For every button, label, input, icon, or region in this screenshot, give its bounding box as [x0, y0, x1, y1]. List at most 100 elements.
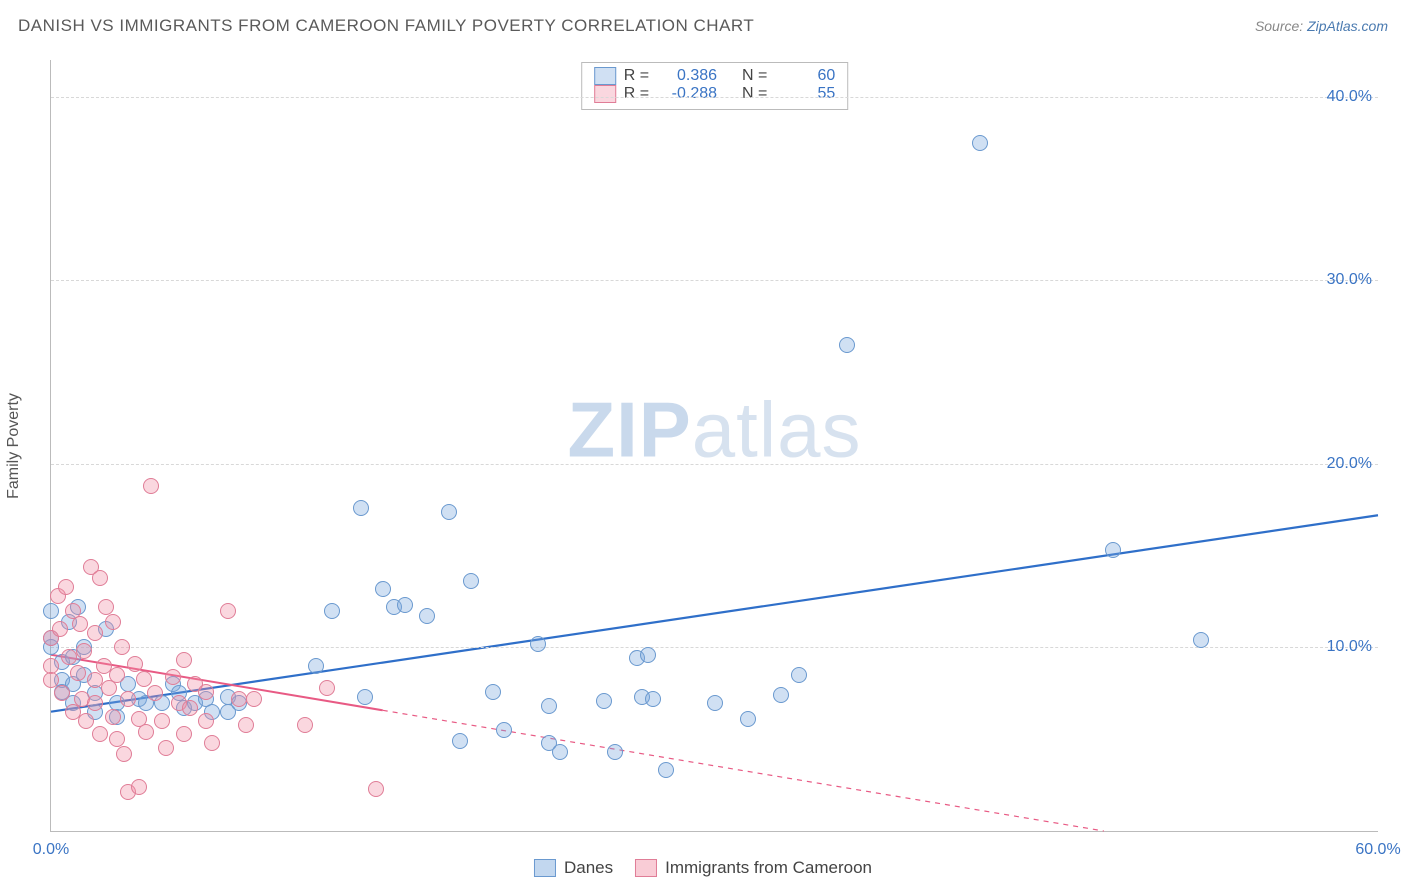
data-point — [72, 616, 88, 632]
data-point — [131, 779, 147, 795]
correlation-legend: R = 0.386 N = 60 R = -0.288 N = 55 — [581, 62, 849, 110]
data-point — [109, 731, 125, 747]
data-point — [324, 603, 340, 619]
data-point — [198, 713, 214, 729]
data-point — [541, 698, 557, 714]
data-point — [368, 781, 384, 797]
data-point — [485, 684, 501, 700]
source-prefix: Source: — [1255, 18, 1307, 34]
data-point — [297, 717, 313, 733]
r-label: R = — [624, 67, 649, 85]
data-point — [452, 733, 468, 749]
data-point — [92, 570, 108, 586]
data-point — [238, 717, 254, 733]
data-point — [176, 726, 192, 742]
data-point — [176, 652, 192, 668]
data-point — [158, 740, 174, 756]
data-point — [707, 695, 723, 711]
n-label: N = — [742, 85, 767, 103]
legend-label-cameroon: Immigrants from Cameroon — [665, 858, 872, 878]
gridline — [51, 647, 1378, 648]
data-point — [105, 709, 121, 725]
gridline — [51, 280, 1378, 281]
y-axis-title: Family Poverty — [5, 393, 23, 499]
data-point — [319, 680, 335, 696]
data-point — [441, 504, 457, 520]
data-point — [204, 735, 220, 751]
data-point — [147, 685, 163, 701]
data-point — [645, 691, 661, 707]
data-point — [87, 695, 103, 711]
watermark-bold: ZIP — [567, 386, 691, 474]
series-legend: Danes Immigrants from Cameroon — [534, 858, 872, 878]
data-point — [78, 713, 94, 729]
data-point — [43, 658, 59, 674]
data-point — [658, 762, 674, 778]
x-tick-label: 60.0% — [1355, 841, 1400, 859]
n-value-danes: 60 — [779, 67, 835, 85]
data-point — [607, 744, 623, 760]
r-value-danes: 0.386 — [661, 67, 717, 85]
data-point — [246, 691, 262, 707]
data-point — [220, 603, 236, 619]
y-tick-label: 40.0% — [1327, 88, 1372, 106]
legend-swatch-danes — [534, 859, 556, 877]
trend-lines-layer — [51, 60, 1378, 831]
data-point — [552, 744, 568, 760]
swatch-cameroon — [594, 85, 616, 103]
data-point — [357, 689, 373, 705]
legend-swatch-cameroon — [635, 859, 657, 877]
source-attribution: Source: ZipAtlas.com — [1255, 18, 1388, 34]
data-point — [52, 621, 68, 637]
y-tick-label: 20.0% — [1327, 455, 1372, 473]
data-point — [54, 685, 70, 701]
data-point — [114, 639, 130, 655]
data-point — [182, 700, 198, 716]
y-tick-label: 10.0% — [1327, 638, 1372, 656]
data-point — [308, 658, 324, 674]
r-label: R = — [624, 85, 649, 103]
n-label: N = — [742, 67, 767, 85]
data-point — [791, 667, 807, 683]
data-point — [463, 573, 479, 589]
data-point — [105, 614, 121, 630]
legend-item-danes: Danes — [534, 858, 613, 878]
data-point — [773, 687, 789, 703]
data-point — [138, 724, 154, 740]
chart-title: DANISH VS IMMIGRANTS FROM CAMEROON FAMIL… — [18, 16, 754, 36]
data-point — [1193, 632, 1209, 648]
data-point — [98, 599, 114, 615]
data-point — [109, 667, 125, 683]
x-tick-label: 0.0% — [33, 841, 69, 859]
data-point — [419, 608, 435, 624]
source-link[interactable]: ZipAtlas.com — [1307, 18, 1388, 34]
data-point — [353, 500, 369, 516]
data-point — [76, 643, 92, 659]
data-point — [70, 665, 86, 681]
gridline — [51, 464, 1378, 465]
watermark-rest: atlas — [692, 386, 862, 474]
r-value-cameroon: -0.288 — [661, 85, 717, 103]
data-point — [231, 691, 247, 707]
data-point — [397, 597, 413, 613]
n-value-cameroon: 55 — [779, 85, 835, 103]
correlation-row-danes: R = 0.386 N = 60 — [594, 67, 836, 85]
data-point — [972, 135, 988, 151]
plot-area: ZIPatlas R = 0.386 N = 60 R = -0.288 N =… — [50, 60, 1378, 832]
data-point — [1105, 542, 1121, 558]
data-point — [136, 671, 152, 687]
legend-item-cameroon: Immigrants from Cameroon — [635, 858, 872, 878]
data-point — [92, 726, 108, 742]
data-point — [43, 603, 59, 619]
data-point — [740, 711, 756, 727]
correlation-row-cameroon: R = -0.288 N = 55 — [594, 85, 836, 103]
data-point — [375, 581, 391, 597]
data-point — [87, 625, 103, 641]
data-point — [116, 746, 132, 762]
data-point — [143, 478, 159, 494]
data-point — [496, 722, 512, 738]
data-point — [839, 337, 855, 353]
data-point — [198, 684, 214, 700]
data-point — [127, 656, 143, 672]
data-point — [640, 647, 656, 663]
